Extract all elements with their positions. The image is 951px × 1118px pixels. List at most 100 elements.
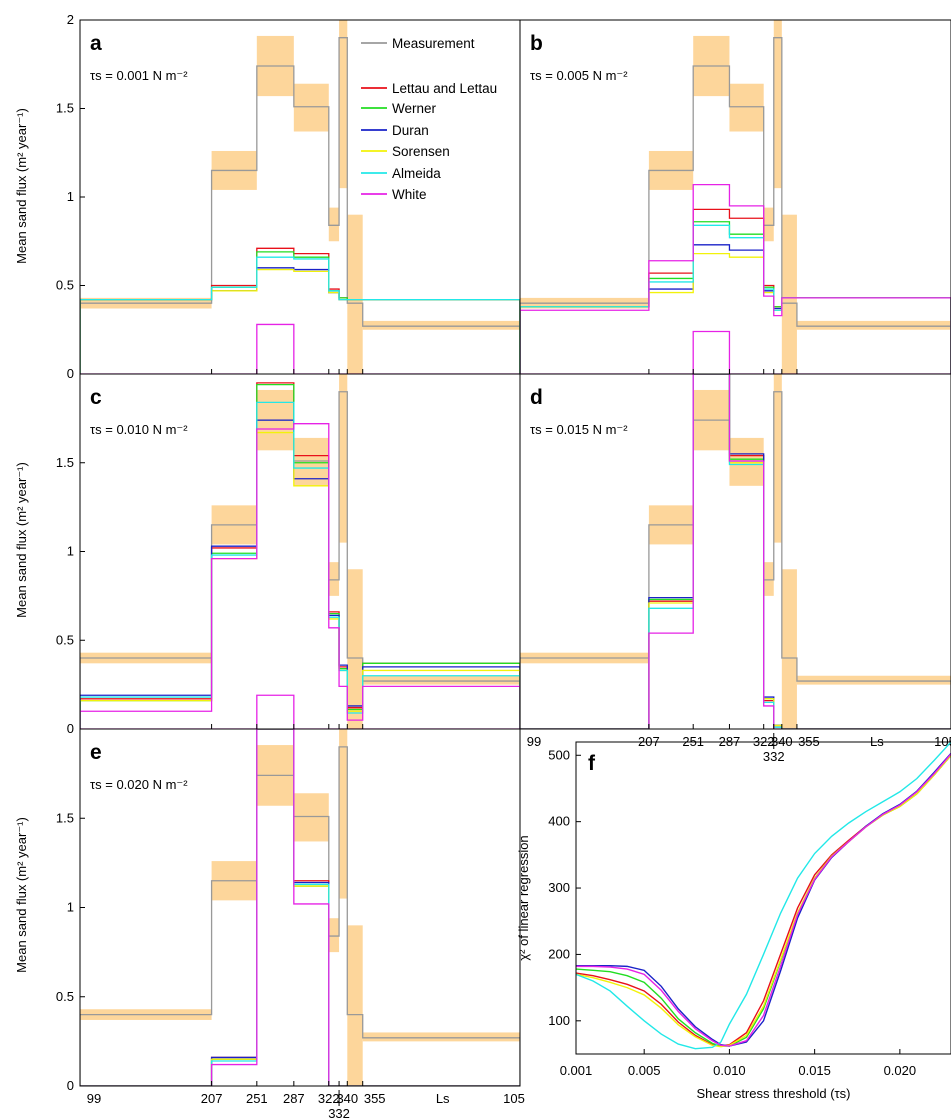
- measurement-band-d-4: [763, 562, 774, 596]
- panel-letter-e: e: [90, 741, 102, 764]
- legend-label-werner: Werner: [392, 101, 437, 116]
- measurement-band-c-5: [339, 374, 348, 543]
- panel-f-plot-area: [576, 742, 951, 1050]
- measurement-band-b-7: [796, 320, 951, 330]
- measurement-band-c-6: [347, 569, 363, 729]
- measurement-band-c-3: [293, 437, 329, 486]
- panel-annotation-d: τs = 0.015 N m⁻²: [530, 422, 628, 437]
- measurement-band-d-5: [773, 374, 782, 543]
- measurement-band-e-7: [362, 1032, 520, 1042]
- panel-a-plot-area: [80, 20, 520, 374]
- measurement-band-a-5: [339, 20, 348, 189]
- y-axis-title-row2: Mean sand flux (m² year⁻¹): [14, 462, 29, 618]
- measurement-band-b-4: [763, 207, 774, 242]
- measurement-band-a-4: [328, 207, 340, 242]
- panel-annotation-b: τs = 0.005 N m⁻²: [530, 68, 628, 83]
- panel-frame-d: [519, 373, 951, 730]
- y-axis-title-row3: Mean sand flux (m² year⁻¹): [14, 817, 29, 973]
- measurement-line-a: [80, 37, 520, 374]
- series-line-a-almeida: [80, 256, 520, 374]
- legend-label-duran: Duran: [392, 123, 429, 138]
- measurement-band-c-7: [362, 675, 520, 685]
- measurement-band-c-4: [328, 562, 340, 596]
- f-x-tick-label-4: 0.020: [884, 1063, 917, 1078]
- measurement-band-b-5: [773, 20, 782, 189]
- series-line-a-lettau-and-lettau: [80, 247, 520, 374]
- f-x-tick-label-1: 0.005: [628, 1063, 661, 1078]
- measurement-band-a-6: [347, 214, 363, 374]
- panels-layer: 0 0.5 1 1.5 2 a τs = 0.001 N m⁻² b τs = 0.005 N …: [56, 12, 951, 1118]
- measurement-band-e-6: [347, 925, 363, 1086]
- x-tick-label-d-0: 99: [527, 734, 541, 749]
- measurement-band-d-6: [781, 569, 797, 729]
- f-y-axis-title: χ² of linear regression: [516, 835, 531, 960]
- panel-f: 0.001 0.005 0.010 0.015 0.020 100 200 300 400 500…: [516, 741, 951, 1101]
- x-tick-label-d-5: 332: [763, 749, 785, 764]
- x-tick-label-e-0: 99: [87, 1091, 101, 1106]
- panel-frame-f: [575, 741, 951, 1055]
- chi2-line-sorensen: [576, 754, 951, 1048]
- x-tick-label-e-6: 340: [336, 1091, 358, 1106]
- x-tick-label-e-3: 287: [283, 1091, 305, 1106]
- f-x-tick-label-2: 0.010: [713, 1063, 746, 1078]
- y-tick-label-e-3: 1.5: [56, 810, 74, 825]
- x-tick-label-e-9: 105: [503, 1091, 525, 1106]
- legend: Measurement Lettau and Lettau Werner Duran S…: [361, 36, 497, 202]
- f-y-tick-label-1: 200: [548, 946, 570, 961]
- legend-label-sorensen: Sorensen: [392, 144, 450, 159]
- legend-label-measurement: Measurement: [392, 36, 475, 51]
- f-y-tick-label-4: 500: [548, 747, 570, 762]
- f-x-axis-title: Shear stress threshold (τs): [697, 1086, 851, 1101]
- series-line-e-white: [80, 729, 520, 1086]
- measurement-band-d-7: [796, 675, 951, 685]
- measurement-band-b-6: [781, 214, 797, 374]
- panel-c: 0 0.5 1 1.5 c τs = 0.010 N m⁻²: [56, 373, 521, 736]
- panel-annotation-e: τs = 0.020 N m⁻²: [90, 777, 188, 792]
- series-line-b-duran: [520, 244, 951, 374]
- chi2-line-white: [576, 753, 951, 1047]
- measurement-band-a-3: [293, 83, 329, 132]
- y-tick-label-a-0: 0: [67, 366, 74, 381]
- panel-a: 0 0.5 1 1.5 2 a τs = 0.001 N m⁻²: [56, 12, 521, 381]
- y-tick-label-c-1: 0.5: [56, 632, 74, 647]
- measurement-band-d-3: [729, 437, 764, 486]
- chi2-line-lettau-and-lettau: [576, 754, 951, 1047]
- series-line-b-white-secondary: [520, 330, 951, 374]
- f-y-tick-label-2: 300: [548, 880, 570, 895]
- y-tick-label-a-4: 2: [67, 12, 74, 27]
- panel-e-plot-area: [80, 729, 520, 1086]
- panel-b: b τs = 0.005 N m⁻²: [519, 19, 951, 375]
- y-tick-label-a-3: 1.5: [56, 101, 74, 116]
- y-tick-label-c-3: 1.5: [56, 455, 74, 470]
- panel-letter-c: c: [90, 386, 102, 409]
- measurement-band-b-3: [729, 83, 764, 132]
- series-line-c-white: [80, 423, 520, 729]
- chi2-line-werner: [576, 754, 951, 1047]
- panel-letter-b: b: [530, 32, 543, 55]
- f-y-tick-label-3: 400: [548, 814, 570, 829]
- series-line-a-white: [80, 323, 520, 374]
- panel-letter-d: d: [530, 386, 543, 409]
- chi2-line-almeida: [576, 742, 951, 1050]
- y-tick-label-a-2: 1: [67, 189, 74, 204]
- f-x-tick-label-0: 0.001: [560, 1063, 593, 1078]
- y-tick-label-e-2: 1: [67, 900, 74, 915]
- y-axis-titles: Mean sand flux (m² year⁻¹) Mean sand flu…: [14, 108, 29, 973]
- series-line-d-white: [520, 374, 951, 729]
- legend-label-lettau-and-lettau: Lettau and Lettau: [392, 81, 497, 96]
- panel-letter-f: f: [588, 752, 596, 775]
- x-tick-label-e-4: 322: [318, 1091, 340, 1106]
- y-tick-label-e-1: 0.5: [56, 989, 74, 1004]
- measurement-band-e-5: [339, 729, 348, 899]
- x-tick-label-e-5: 332: [328, 1106, 350, 1118]
- x-tick-label-e-2: 251: [246, 1091, 268, 1106]
- legend-label-white: White: [392, 187, 427, 202]
- y-tick-label-c-0: 0: [67, 721, 74, 736]
- panel-c-plot-area: [80, 374, 520, 729]
- measurement-line-e: [80, 746, 520, 1086]
- measurement-band-e-4: [328, 918, 340, 953]
- measurement-line-b: [520, 37, 951, 374]
- series-line-b-white: [520, 183, 951, 374]
